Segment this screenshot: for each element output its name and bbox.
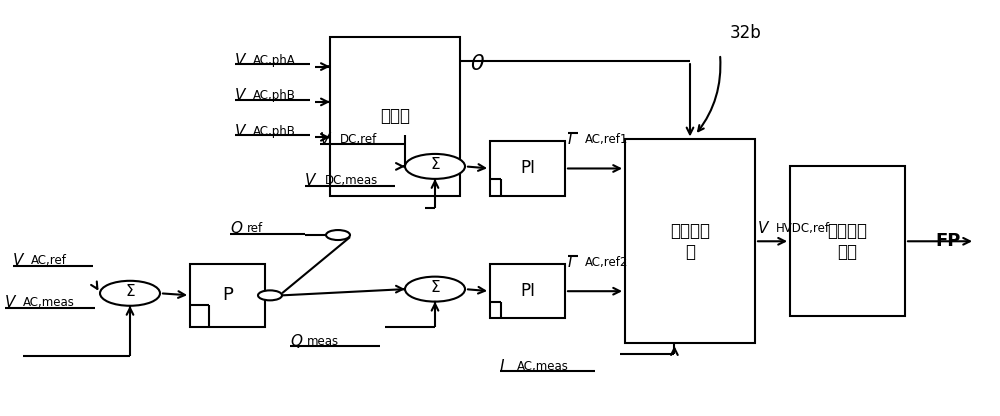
- Text: I: I: [500, 359, 505, 374]
- Text: AC,ref1: AC,ref1: [585, 133, 628, 146]
- Text: PI: PI: [520, 282, 535, 300]
- Text: AC,phB: AC,phB: [253, 124, 296, 138]
- Text: V: V: [5, 295, 15, 310]
- Text: 触发脉冲
生成: 触发脉冲 生成: [828, 222, 868, 261]
- Text: V: V: [235, 53, 245, 68]
- Text: Q: Q: [230, 221, 242, 236]
- Text: V: V: [320, 132, 330, 147]
- Text: $\theta$: $\theta$: [470, 54, 485, 74]
- Text: V: V: [13, 253, 23, 268]
- Text: HVDC,ref: HVDC,ref: [776, 222, 830, 235]
- Text: 电流控制
器: 电流控制 器: [670, 222, 710, 261]
- Text: V: V: [758, 221, 768, 236]
- Text: AC,phA: AC,phA: [253, 54, 296, 67]
- Circle shape: [326, 230, 350, 240]
- Text: ref: ref: [247, 222, 263, 235]
- Text: AC,meas: AC,meas: [517, 359, 569, 373]
- Text: $\Sigma$: $\Sigma$: [430, 279, 440, 295]
- Text: I: I: [568, 132, 572, 147]
- Text: AC,meas: AC,meas: [23, 296, 75, 309]
- Text: $\Sigma$: $\Sigma$: [125, 283, 135, 299]
- Text: PI: PI: [520, 159, 535, 178]
- Text: AC,ref2: AC,ref2: [585, 255, 628, 269]
- Text: 32b: 32b: [730, 24, 762, 42]
- Text: V: V: [305, 173, 315, 188]
- Text: P: P: [222, 286, 233, 305]
- FancyBboxPatch shape: [790, 166, 905, 316]
- Circle shape: [405, 154, 465, 179]
- FancyBboxPatch shape: [490, 141, 565, 196]
- FancyBboxPatch shape: [330, 37, 460, 196]
- Text: $\Sigma$: $\Sigma$: [430, 156, 440, 172]
- Text: meas: meas: [307, 334, 339, 348]
- Text: DC,meas: DC,meas: [325, 174, 378, 188]
- Text: I: I: [568, 255, 572, 270]
- Text: FP: FP: [935, 232, 960, 250]
- FancyBboxPatch shape: [190, 264, 265, 327]
- Circle shape: [405, 277, 465, 302]
- Text: DC,ref: DC,ref: [340, 133, 377, 146]
- FancyBboxPatch shape: [490, 264, 565, 318]
- Text: V: V: [235, 88, 245, 103]
- FancyBboxPatch shape: [625, 139, 755, 343]
- Text: Q: Q: [290, 334, 302, 349]
- Text: 锁相环: 锁相环: [380, 107, 410, 126]
- Circle shape: [100, 281, 160, 306]
- Text: AC,ref: AC,ref: [31, 254, 67, 267]
- Text: V: V: [235, 124, 245, 139]
- Circle shape: [258, 290, 282, 300]
- Text: AC,phB: AC,phB: [253, 89, 296, 102]
